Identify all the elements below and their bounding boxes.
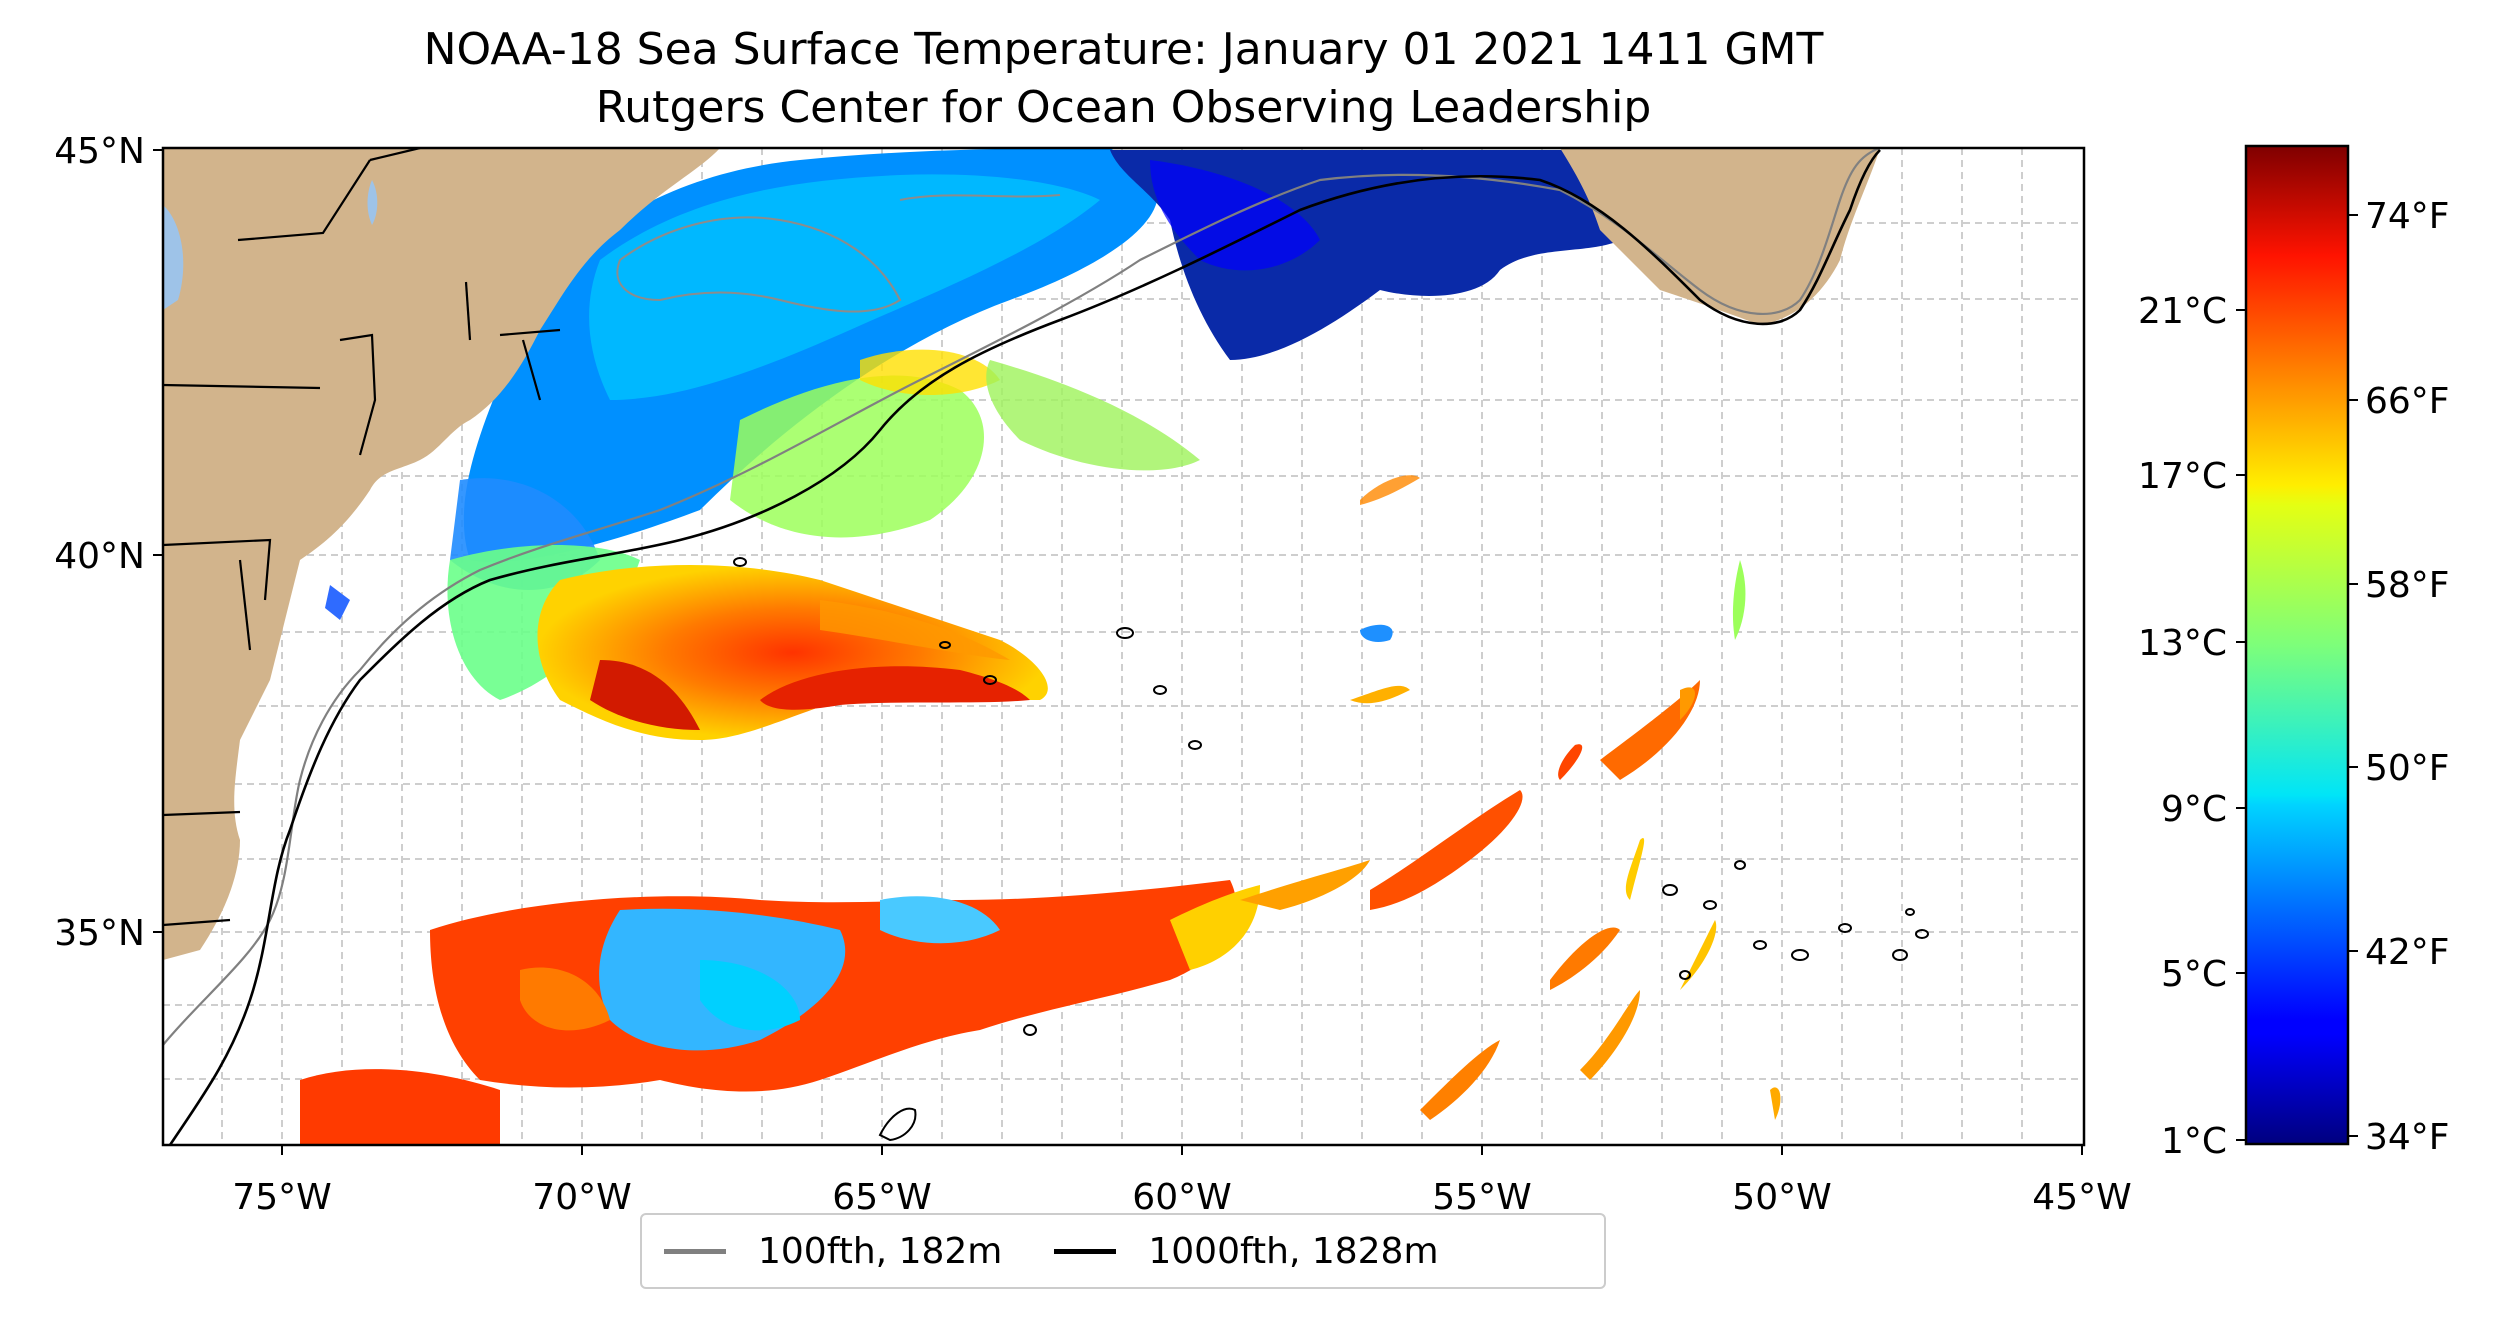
land: [163, 148, 1880, 960]
colorbar-fahrenheit-label: 74°F: [2365, 196, 2450, 237]
map-title: NOAA-18 Sea Surface Temperature: January…: [423, 24, 1824, 75]
colorbar-celsius-label: 21°C: [2138, 291, 2227, 332]
colorbar-fahrenheit-label: 66°F: [2365, 381, 2450, 422]
axis-ticks: [153, 149, 2083, 1155]
lon-tick-label: 45°W: [2032, 1177, 2131, 1218]
longitude-labels: 75°W 70°W 65°W 60°W 55°W 50°W 45°W: [232, 1177, 2131, 1218]
isobath-100fth: [163, 148, 1881, 1046]
legend-item-100fth: 100fth, 182m: [664, 1231, 1002, 1272]
legend-label: 100fth, 182m: [758, 1230, 1003, 1272]
lat-tick-label: 45°N: [54, 131, 145, 172]
map-subtitle: Rutgers Center for Ocean Observing Leade…: [595, 82, 1652, 133]
colorbar-celsius-label: 13°C: [2138, 623, 2227, 664]
legend-item-1000fth: 1000fth, 1828m: [1054, 1230, 1439, 1272]
isobath-100fth-gulf-of-maine: [616, 194, 1061, 313]
lat-tick-label: 35°N: [54, 913, 145, 954]
colorbar-celsius-label: 17°C: [2138, 456, 2227, 497]
legend-line-black: [1054, 1248, 1117, 1254]
lon-tick-label: 55°W: [1432, 1177, 1531, 1218]
seamount-contours: [733, 557, 1929, 1142]
colorbar-fahrenheit-label: 34°F: [2365, 1117, 2450, 1158]
colorbar-fahrenheit-label: 42°F: [2365, 932, 2450, 973]
sst-gulf-of-maine-far-cold: [1110, 150, 1640, 360]
map-area[interactable]: [163, 148, 2084, 1145]
lon-tick-label: 60°W: [1132, 1177, 1231, 1218]
sst-eastern-filaments: [1350, 475, 1781, 1120]
borders: [163, 148, 561, 927]
colorbar-celsius-label: 9°C: [2161, 789, 2227, 830]
legend: 100fth, 182m 1000fth, 1828m: [640, 1213, 1606, 1289]
lakes: [163, 180, 378, 310]
lon-tick-label: 70°W: [532, 1177, 631, 1218]
colorbar-gradient: [2244, 144, 2350, 1146]
colorbar-celsius-label: 1°C: [2161, 1121, 2227, 1162]
colorbar-celsius-label: 5°C: [2161, 954, 2227, 995]
sst-southern-warm: [300, 860, 1370, 1145]
map-frame: [161, 146, 2086, 1147]
colorbar-fahrenheit-label: 58°F: [2365, 565, 2450, 606]
legend-label: 1000fth, 1828m: [1148, 1230, 1439, 1272]
latitude-labels: 45°N 40°N 35°N: [54, 131, 145, 954]
colorbar-fahrenheit-label: 50°F: [2365, 748, 2450, 789]
sst-gulf-stream: [537, 565, 1048, 740]
colorbar: 21°C 17°C 13°C 9°C 5°C 1°C 74°F 66°F 58°…: [2138, 144, 2450, 1162]
lon-tick-label: 75°W: [232, 1177, 331, 1218]
lon-tick-label: 50°W: [1732, 1177, 1831, 1218]
lat-tick-label: 40°N: [54, 536, 145, 577]
isobath-1000fth: [168, 149, 1881, 1145]
lon-tick-label: 65°W: [832, 1177, 931, 1218]
legend-line-gray: [664, 1248, 726, 1254]
